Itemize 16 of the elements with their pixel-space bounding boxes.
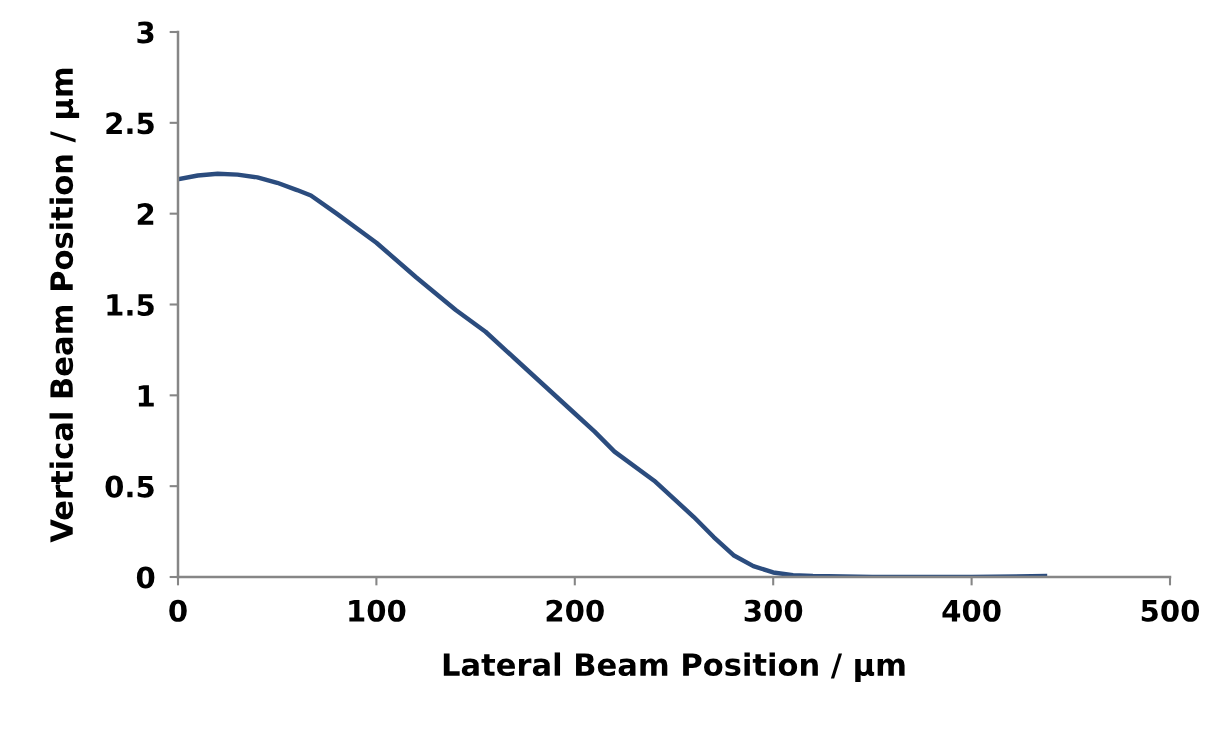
y-tick-label: 1.5: [107, 294, 154, 316]
x-tick-label: 300: [744, 599, 803, 622]
y-axis-title: Vertical Beam Position / µm: [49, 68, 80, 543]
x-tick-label: 400: [942, 599, 1001, 622]
line-series: [178, 171, 1048, 577]
y-tick-label: 1: [138, 385, 154, 407]
y-tick-label: 0.5: [105, 475, 154, 498]
y-tick-label: 0: [136, 566, 155, 589]
y-tick-label: 3: [137, 21, 154, 44]
x-tick-label: 0: [169, 599, 187, 622]
x-tick-label: 500: [1141, 599, 1200, 622]
x-axis-title: Lateral Beam Position / µm: [443, 652, 905, 683]
y-tick-label: 2.5: [106, 112, 154, 135]
x-tick-label: 100: [349, 599, 406, 622]
x-tick-label: 200: [546, 599, 604, 622]
y-tick-label: 2: [137, 203, 154, 225]
